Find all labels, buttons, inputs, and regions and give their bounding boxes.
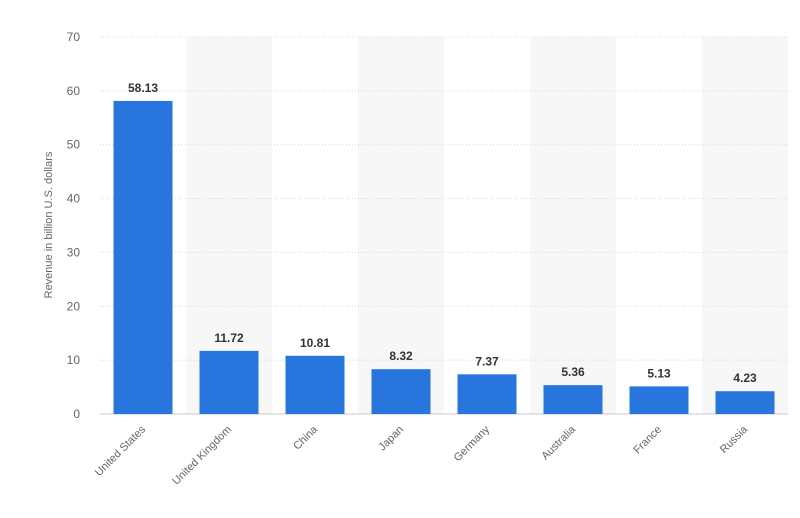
data-label: 7.37 [475,354,499,368]
x-axis-ticks: United States United Kingdom China Japan Ger… [93,423,751,487]
x-tick-label: Japan [376,424,406,454]
bar [543,385,603,414]
y-tick-label: 70 [67,30,81,44]
x-tick-label: United States [93,423,149,479]
y-axis-ticks: 0 10 20 30 40 50 60 70 [67,30,81,421]
y-tick-label: 60 [67,84,81,98]
y-axis-title: Revenue in billion U.S. dollars [43,151,55,298]
data-label: 10.81 [300,336,330,350]
bar [715,391,775,414]
bar [629,386,689,414]
y-tick-label: 0 [73,407,80,421]
y-tick-label: 50 [67,138,81,152]
bars [113,100,775,414]
y-tick-label: 40 [67,192,81,206]
y-tick-label: 10 [67,353,81,367]
x-tick-label: China [291,423,320,452]
column-band [702,37,788,414]
y-tick-label: 30 [67,245,81,259]
y-tick-label: 20 [67,299,81,313]
x-tick-label: United Kingdom [170,424,234,488]
data-label: 8.32 [389,349,413,363]
data-label: 5.36 [561,365,585,379]
bar [457,374,517,414]
data-label: 11.72 [214,331,244,345]
column-bands [186,37,788,414]
x-tick-label: Australia [539,423,578,462]
x-tick-label: France [631,424,664,457]
data-label: 5.13 [647,366,671,380]
column-band [530,37,616,414]
bar [113,100,173,414]
x-tick-label: Russia [718,423,751,456]
data-label: 58.13 [128,81,158,95]
bar [199,350,259,414]
bar [371,369,431,414]
data-labels: 58.13 11.72 10.81 8.32 7.37 5.36 5.13 4.23 [128,81,757,385]
x-tick-label: Germany [452,423,493,464]
column-band [358,37,444,414]
bar [285,355,345,414]
data-label: 4.23 [733,371,757,385]
